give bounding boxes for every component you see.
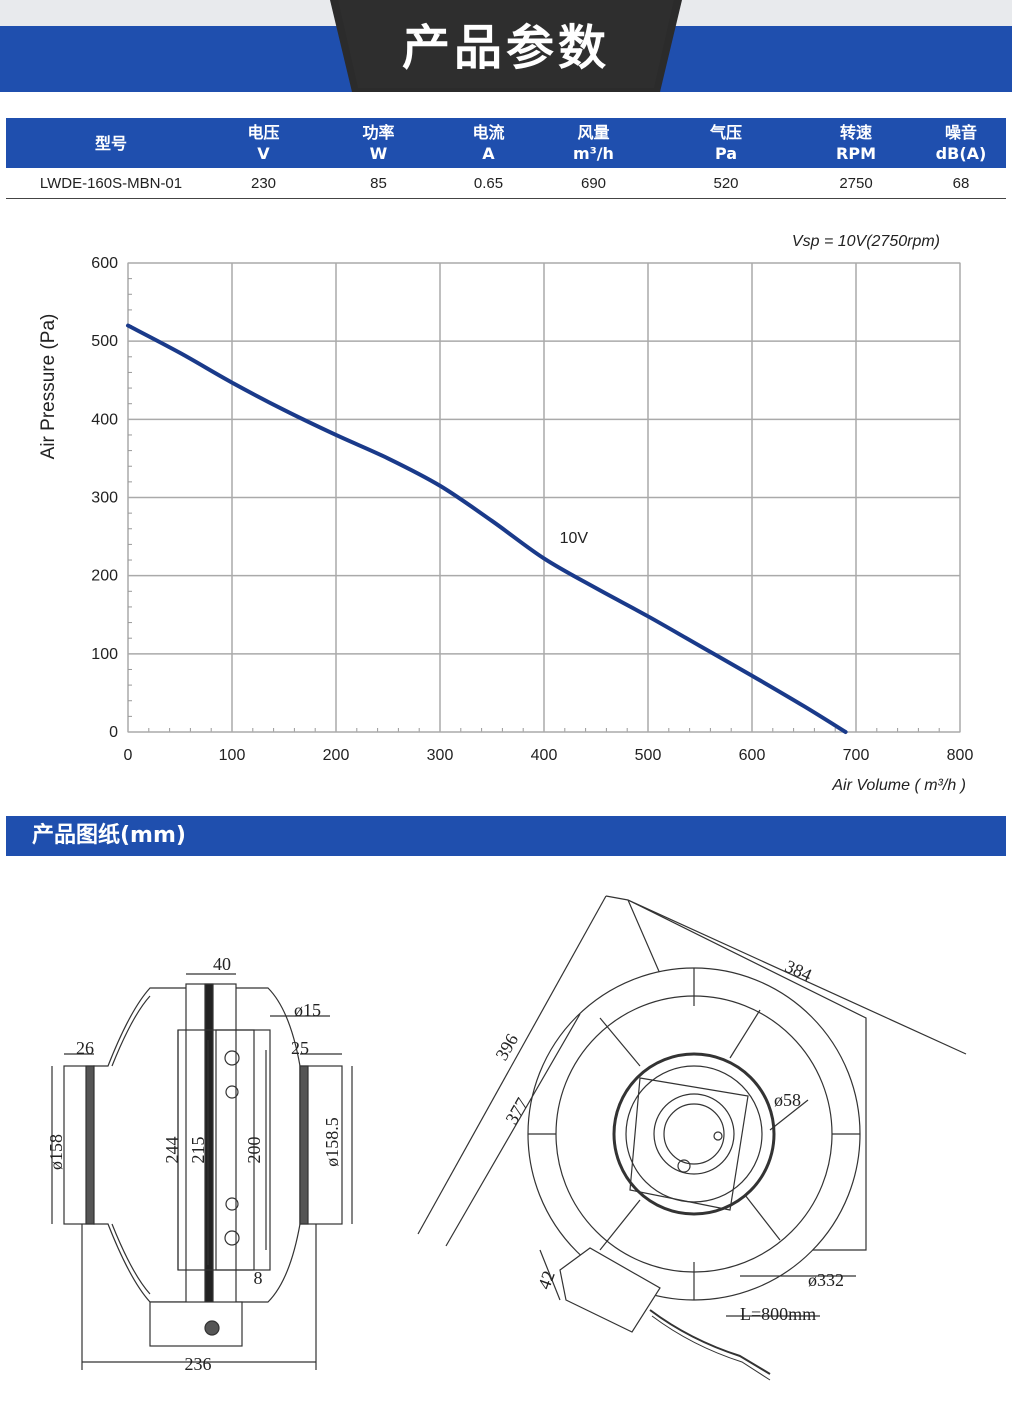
spec-col-name: 电流 [472,123,505,142]
side-view-dimensions: 40 ø15 26 25 ø158 ø158.5 244 215 200 8 2… [46,954,342,1374]
spec-col-name: 风量 [577,123,610,142]
x-tick-label: 500 [635,747,662,764]
y-tick-label: 400 [91,411,118,428]
x-tick-label: 800 [947,747,974,764]
spec-cell: LWDE-160S-MBN-01 [6,168,216,199]
spec-col-unit: dB(A) [935,144,987,163]
technical-drawings: 40 ø15 26 25 ø158 ø158.5 244 215 200 8 2… [0,870,1012,1407]
x-tick-label: 200 [323,747,350,764]
chart-title: Vsp = 10V(2750rpm) [792,233,940,250]
spec-col-header: 噪音 dB(A) [916,118,1006,168]
drawing-section-title: 产品图纸(mm) [32,823,186,848]
x-tick-label: 600 [739,747,766,764]
spec-col-header: 电压 V [216,118,311,168]
spec-col-unit: V [257,144,270,163]
x-axis-label: Air Volume ( m³/h ) [831,777,966,794]
pq-chart: 0 100 200 300 400 500 600 700 800 0 100 200 300 400 50… [0,220,1012,810]
y-axis-label: Air Pressure (Pa) [38,314,59,460]
series-line-10v [126,323,848,734]
spec-col-name: 噪音 [944,123,977,142]
y-tick-label: 200 [91,568,118,585]
spec-cell: 690 [531,168,656,199]
spec-cell: 2750 [796,168,916,199]
spec-col-header: 电流 A [446,118,531,168]
spec-col-unit: W [369,144,388,163]
dim-hub: ø58 [774,1090,801,1110]
dim-right-stub: 25 [291,1038,309,1058]
spec-col-unit: A [482,144,495,163]
spec-col-header: 功率 W [311,118,446,168]
spec-col-unit: Pa [714,144,738,163]
dim-200: 200 [244,1137,264,1164]
spec-cell: 230 [216,168,311,199]
dim-left-dia: ø158 [46,1134,66,1170]
y-tick-label: 600 [91,255,118,272]
x-tick-label: 700 [843,747,870,764]
front-view-drawing [417,895,967,1381]
y-tick-label: 0 [109,724,118,741]
spec-cell: 68 [916,168,1006,199]
dim-396: 396 [491,1030,522,1063]
y-tick-label: 500 [91,333,118,350]
dim-width-bottom: 236 [185,1354,212,1374]
spec-header-row: 型号 电压 V 功率 W 电流 A 风量 m³/h 气压 Pa 转速 RPM 噪音 dB(A) [6,118,1006,168]
y-tick-label: 100 [91,646,118,663]
series-label-10v: 10V [560,530,589,547]
dim-gap: 8 [254,1268,263,1288]
spec-col-unit: m³/h [573,144,614,163]
spec-col-header: 风量 m³/h [531,118,656,168]
spec-col-header: 气压 Pa [656,118,796,168]
spec-col-name: 转速 [839,123,872,142]
x-tick-label: 300 [427,747,454,764]
dim-wheel: ø332 [808,1270,844,1290]
dim-hole: ø15 [294,1000,321,1020]
y-tick-label: 300 [91,490,118,507]
dim-cable: L=800mm [740,1304,816,1324]
pq-chart-svg: 0 100 200 300 400 500 600 700 800 0 100 200 300 400 50… [38,233,974,794]
spec-col-header: 转速 RPM [796,118,916,168]
dim-215: 215 [188,1137,208,1164]
spec-col-unit: RPM [836,144,876,163]
spec-table: 型号 电压 V 功率 W 电流 A 风量 m³/h 气压 Pa 转速 RPM 噪音 dB(A) LWDE-1… [6,118,1006,199]
spec-col-name: 型号 [94,133,127,153]
dim-left-stub: 26 [76,1038,94,1058]
dim-377: 377 [501,1094,532,1127]
spec-col-name: 电压 [247,123,280,142]
spec-cell: 85 [311,168,446,199]
x-tick-label: 100 [219,747,246,764]
drawing-section-bar: 产品图纸(mm) [6,816,1006,856]
dim-right-dia: ø158.5 [322,1117,342,1167]
dim-box: 42 [534,1268,559,1292]
spec-col-name: 气压 [709,123,742,142]
page-title: 产品参数 [401,20,610,76]
header-title-tab [330,0,682,92]
spec-cell: 520 [656,168,796,199]
spec-cell: 0.65 [446,168,531,199]
spec-col-name: 功率 [362,123,395,142]
x-tick-label: 400 [531,747,558,764]
spec-data-row: LWDE-160S-MBN-01 230 85 0.65 690 520 2750 68 [6,168,1006,199]
spec-col-header: 型号 [6,118,216,168]
side-view-drawing [51,973,353,1370]
x-tick-label: 0 [124,747,133,764]
dim-244: 244 [162,1137,182,1164]
dim-width-top: 40 [213,954,231,974]
